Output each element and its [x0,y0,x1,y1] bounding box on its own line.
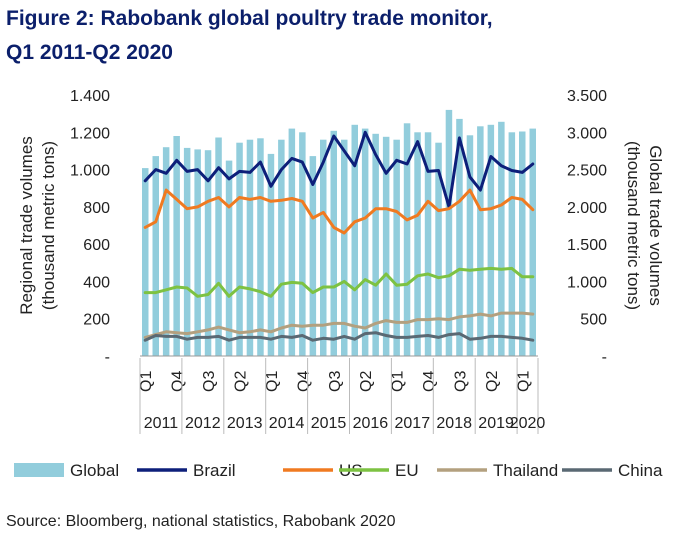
right-tick-label: 2.500 [567,163,607,180]
bar-global-2017-Q4 [424,132,432,356]
chart-title: Figure 2: Rabobank global poultry trade … [6,2,676,70]
year-label-2019: 2019 [478,415,514,432]
bar-global-2012-Q1 [183,147,191,356]
quarter-tick-label: Q1 [264,371,281,392]
bar-global-2012-Q3 [204,150,212,356]
right-tick-label: 1.500 [567,237,607,254]
bar-global-2011-Q4 [173,136,180,356]
quarter-tick-label: Q1 [515,371,532,392]
bar-global-2014-Q2 [278,139,285,356]
legend-swatch-global [14,463,64,477]
bar-global-2016-Q2 [361,128,369,356]
bar-global-2013-Q2 [236,142,243,356]
left-tick-label: 800 [83,200,110,217]
bar-global-2018-Q2 [445,109,453,357]
bar-global-2020-Q1 [519,131,526,356]
bar-global-2017-Q3 [414,132,421,356]
bar-global-2012-Q2 [194,149,201,356]
bar-global-2014-Q4 [299,132,306,356]
year-label-2016: 2016 [353,415,389,432]
right-tick-label: 1.000 [567,274,607,291]
bar-global-2012-Q4 [215,137,222,356]
quarter-tick-label: Q3 [327,371,344,392]
right-tick-label: - [602,349,607,366]
quarter-tick-label: Q2 [484,371,501,392]
bar-global-2018-Q3 [456,118,463,357]
bar-global-2019-Q1 [477,126,484,356]
right-tick-label: 3.500 [567,88,607,105]
bar-global-2019-Q3 [498,121,505,356]
quarter-tick-label: Q4 [170,371,187,392]
quarter-tick-label: Q1 [138,371,155,392]
quarter-tick-label: Q2 [233,371,250,392]
left-tick-label: 600 [83,237,110,254]
year-label-2011: 2011 [144,415,179,432]
bar-global-2018-Q4 [466,135,474,356]
bar-global-2013-Q1 [225,160,233,356]
left-axis-title-line-2: (thousand metric tons) [39,141,58,310]
bar-global-2013-Q3 [246,139,254,356]
bar-global-2014-Q1 [267,153,275,356]
bar-global-2017-Q1 [393,139,400,356]
right-tick-label: 500 [580,312,607,329]
left-tick-label: 400 [83,274,110,291]
year-label-2020: 2020 [510,415,546,432]
left-tick-label: 1.400 [70,88,110,105]
quarter-tick-label: Q3 [201,371,218,392]
poultry-trade-chart: - 200 400 600 800 1.000 1.200 1.400 - 500 1.000 1.5… [14,88,665,480]
chart-title-line-2: Q1 2011-Q2 2020 [6,41,173,64]
year-label-2014: 2014 [269,415,305,432]
legend-label-global: Global [70,461,119,480]
series-line-eu [143,266,535,298]
legend-label-china: China [618,461,663,480]
bar-global-2018-Q1 [435,142,442,356]
legend-label-thailand: Thailand [493,461,558,480]
left-tick-label: 1.200 [70,125,110,142]
bar-global-2011-Q2 [152,156,159,356]
left-tick-label: - [105,349,110,366]
right-tick-label: 3.000 [567,125,607,142]
bar-global-2019-Q4 [508,132,516,356]
bar-global-2016-Q4 [382,136,390,356]
bar-global-2015-Q3 [330,130,337,356]
bar-global-2016-Q3 [372,133,379,356]
quarter-tick-label: Q1 [390,371,407,392]
quarter-tick-label: Q4 [421,371,438,392]
chart-title-line-1: Figure 2: Rabobank global poultry trade … [6,7,493,30]
source-note: Source: Bloomberg, national statistics, … [6,513,396,530]
bar-global-2015-Q2 [320,139,327,356]
bar-global-2013-Q4 [257,138,264,356]
year-label-2017: 2017 [395,415,431,432]
legend-label-eu: EU [395,461,419,480]
quarter-tick-label: Q3 [452,371,469,392]
quarter-tick-label: Q4 [295,371,312,392]
series-line-thailand [143,311,535,339]
bar-global-2017-Q2 [403,123,411,356]
left-tick-label: 1.000 [70,163,110,180]
bar-global-2020-Q2 [529,128,536,356]
series-line-china [143,331,535,342]
bar-global-2014-Q3 [288,128,296,356]
left-axis-title-line-1: Regional trade volumes [17,136,36,315]
quarter-tick-label: Q2 [358,371,375,392]
bar-global-2015-Q4 [341,139,348,356]
right-axis-title-line-1: Global trade volumes [646,145,665,306]
legend-label-brazil: Brazil [193,461,236,480]
year-label-2018: 2018 [436,415,472,432]
bar-global-2016-Q1 [351,124,358,356]
right-axis-title-line-2: (thousand metric tons) [624,141,643,310]
left-tick-label: 200 [83,312,110,329]
bar-global-2011-Q3 [162,147,170,356]
year-label-2012: 2012 [185,415,221,432]
bar-global-2015-Q1 [309,156,317,356]
series-line-us [143,188,535,235]
right-tick-label: 2.000 [567,200,607,217]
series-line-brazil [143,130,535,209]
bar-global-2019-Q2 [487,124,495,356]
year-label-2015: 2015 [311,415,347,432]
year-label-2013: 2013 [227,415,263,432]
bar-global-2011-Q1 [142,168,149,356]
